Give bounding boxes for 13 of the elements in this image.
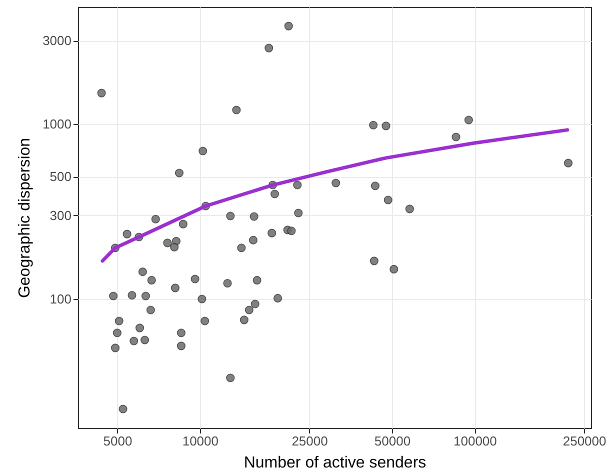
y-tick-label: 100: [50, 291, 72, 306]
y-tick-label: 1000: [42, 116, 72, 132]
x-tick-label: 10000: [182, 434, 218, 448]
y-axis-title: Geographic dispersion: [16, 138, 34, 298]
x-tick-label: 5000: [103, 434, 132, 448]
y-tick-label: 3000: [42, 33, 72, 48]
x-tick-label: 25000: [292, 434, 328, 448]
x-tick-label: 100000: [454, 434, 497, 448]
y-tick-label: 300: [50, 208, 72, 223]
x-tick-label: 250000: [562, 434, 606, 448]
x-tick-label: 50000: [374, 434, 411, 448]
y-tick-label: 500: [50, 169, 72, 184]
x-axis-title: Number of active senders: [244, 454, 426, 472]
